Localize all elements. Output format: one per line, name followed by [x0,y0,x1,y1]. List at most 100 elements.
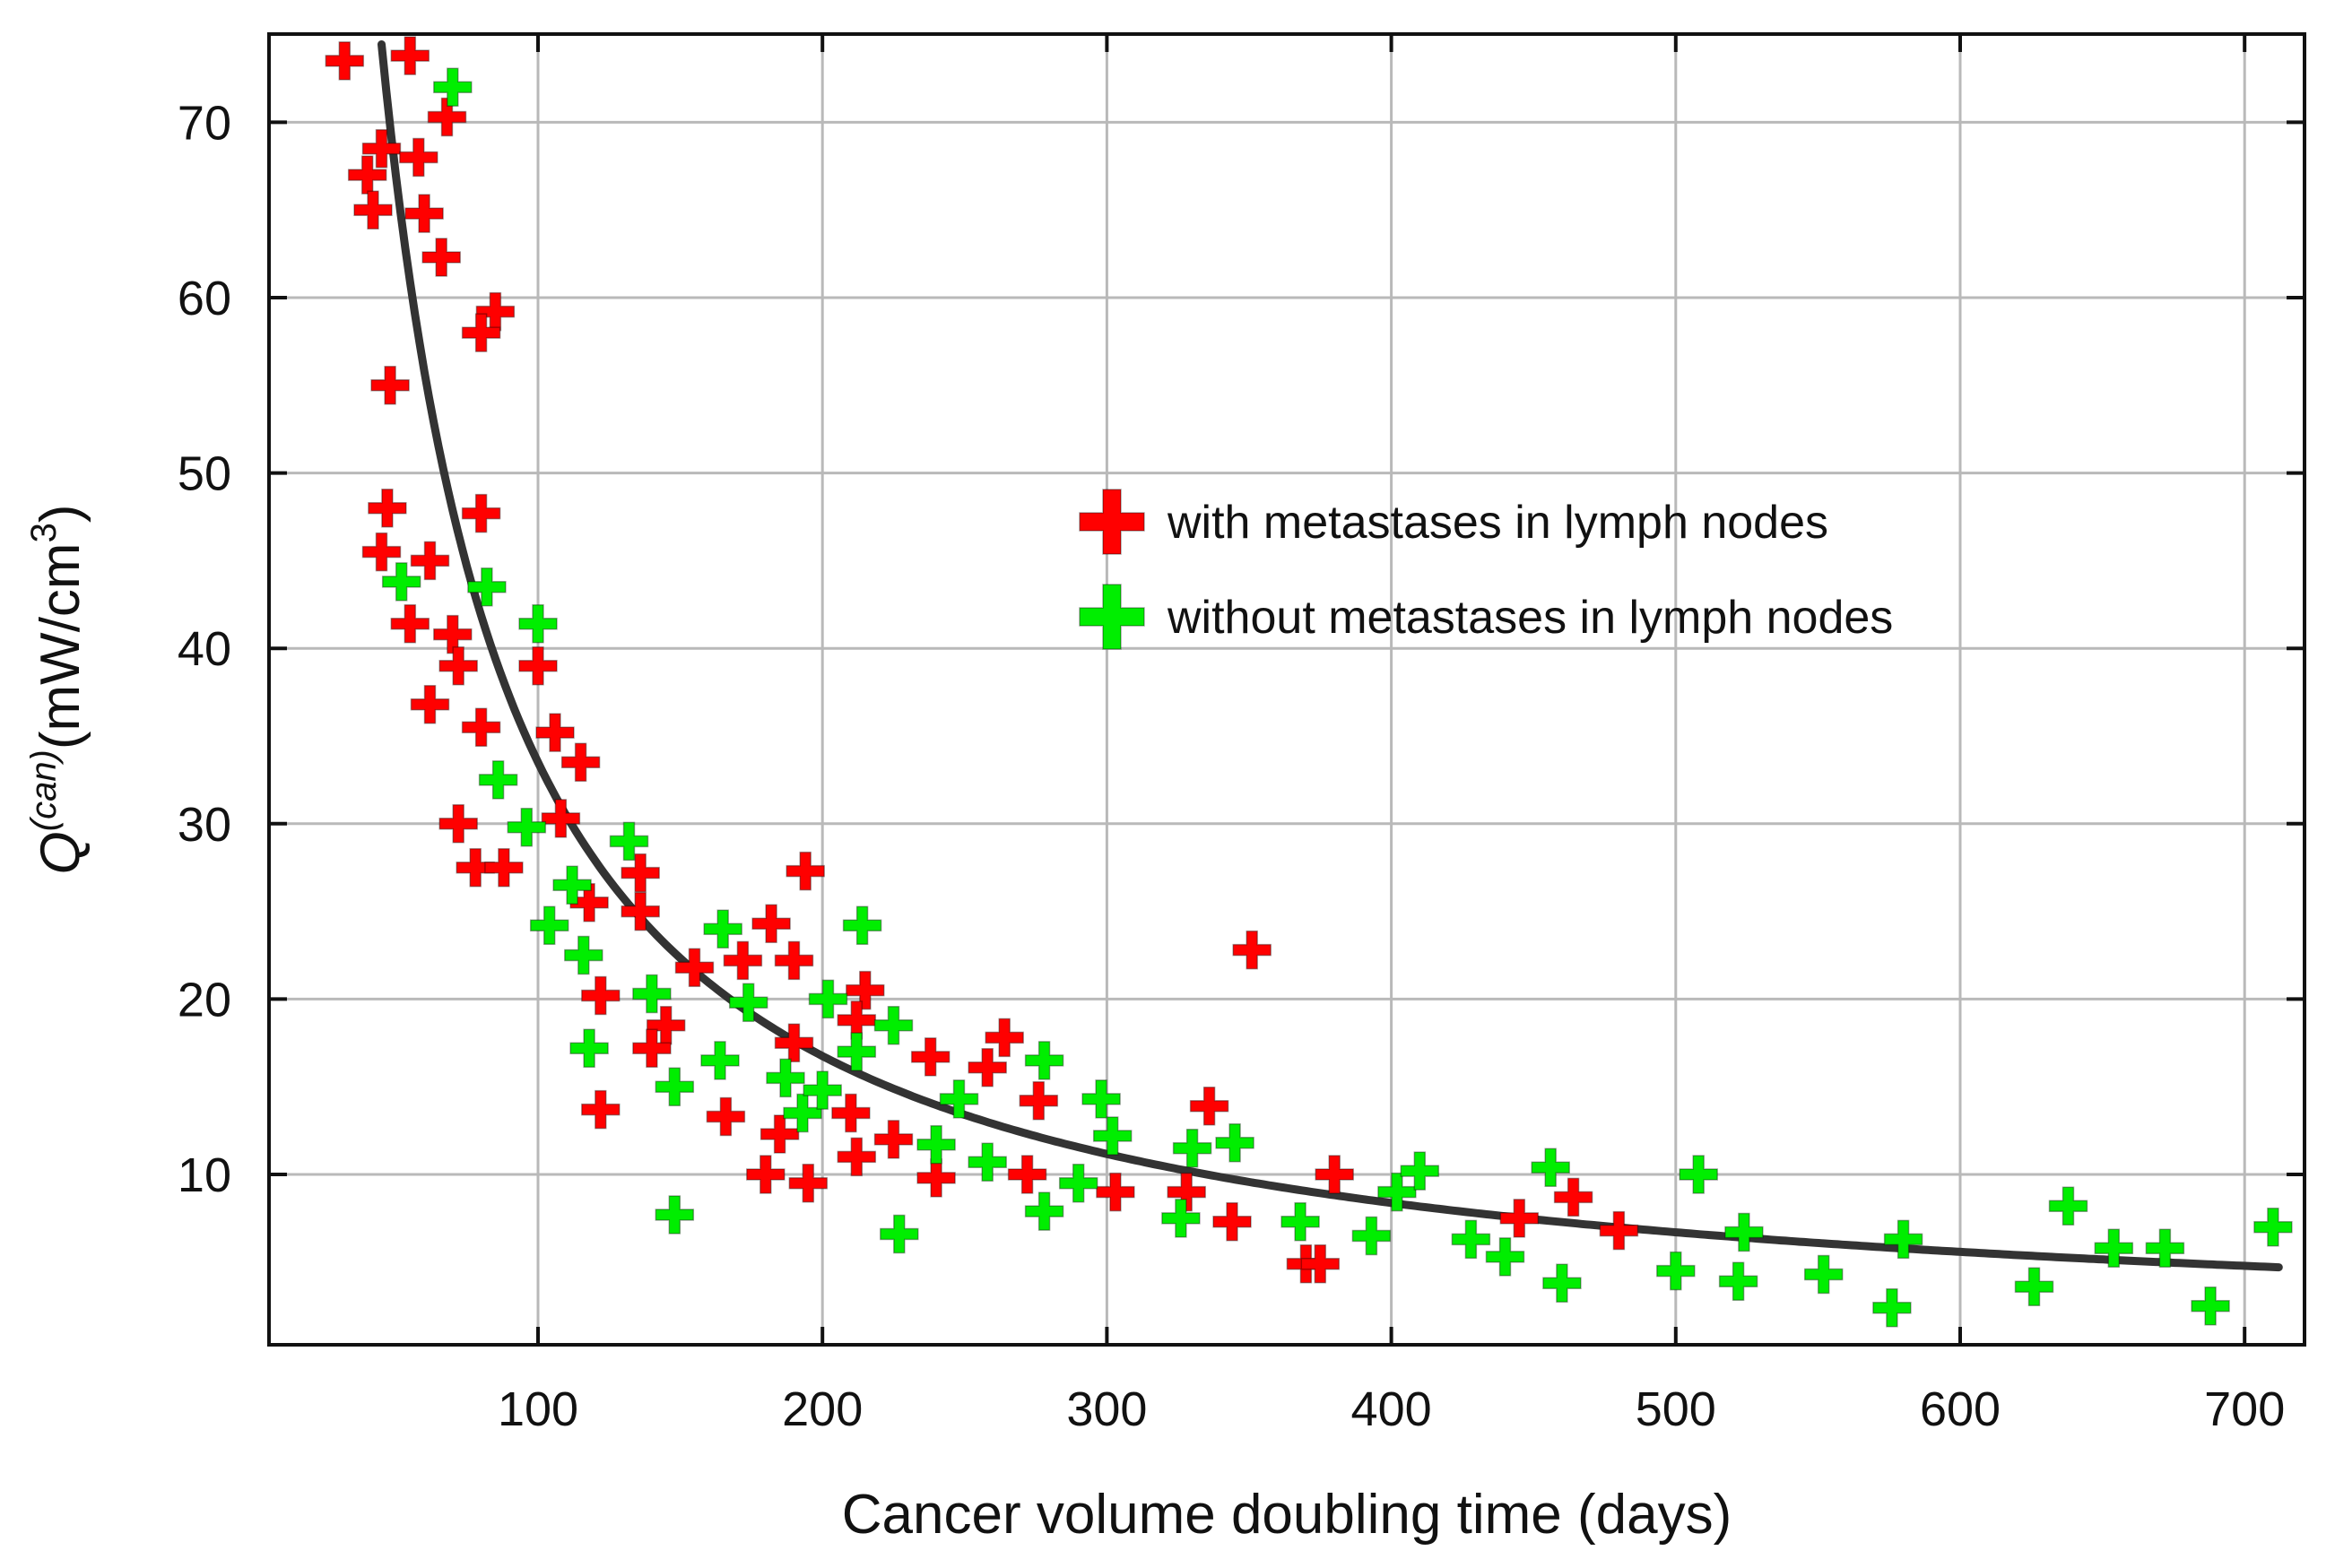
point-s0-45 [831,1093,871,1133]
point-s0-18 [438,646,478,686]
point-s1-45 [1679,1155,1718,1194]
point-s0-33 [646,1005,686,1045]
y-tick-label-60: 60 [178,272,231,325]
point-s1-53 [2094,1228,2134,1268]
point-s1-16 [728,983,768,1023]
point-s0-63 [1315,1155,1354,1194]
point-s0-20 [461,707,501,747]
point-s0-11 [370,366,410,405]
point-s0-0 [325,41,365,81]
x-tick-label-100: 100 [498,1382,578,1436]
point-s1-36 [1280,1202,1320,1242]
point-s1-9 [564,935,603,975]
y-axis-title: Q(can)(mW/cm3) [24,505,91,875]
point-s0-13 [461,493,501,533]
point-s0-7 [404,194,444,233]
point-s0-5 [427,97,467,137]
point-s0-15 [410,541,450,581]
legend-cross-red [1079,489,1145,555]
plot-frame [267,32,2306,1347]
point-s1-26 [939,1079,979,1119]
point-s1-38 [1377,1172,1417,1212]
legend-label-with-metastases: with metastases in lymph nodes [1167,497,1828,549]
point-s0-52 [968,1047,1007,1087]
point-s0-19 [410,685,450,724]
point-s1-22 [837,1032,877,1071]
point-s1-4 [478,760,518,800]
point-s1-12 [655,1067,695,1106]
y-tick-label-70: 70 [178,96,231,150]
point-s1-13 [655,1195,695,1234]
point-s1-17 [766,1058,805,1098]
point-s0-30 [621,891,660,931]
point-s0-58 [1189,1086,1229,1126]
point-s1-55 [2191,1286,2230,1326]
point-s0-56 [1096,1172,1135,1212]
point-s0-14 [361,532,402,572]
point-s1-19 [803,1070,842,1110]
point-s0-2 [361,128,402,169]
point-s0-53 [985,1018,1024,1058]
x-tick-label-200: 200 [782,1382,863,1436]
y-axis-title-units: (mW/cm [30,542,91,749]
point-s0-32 [674,948,715,987]
point-s0-39 [786,851,825,891]
point-s0-35 [581,1089,621,1130]
point-s0-34 [632,1028,672,1068]
point-s0-60 [1232,930,1272,970]
point-s0-65 [1553,1177,1593,1217]
point-s1-42 [1531,1148,1570,1187]
y-axis-title-base: Q [30,831,91,874]
point-s0-66 [1599,1210,1639,1251]
point-s0-25 [541,799,581,838]
legend-item-without-metastases: without metastases in lymph nodes [1079,584,1893,650]
point-s1-35 [1215,1123,1254,1163]
point-s1-1 [381,562,421,602]
point-s1-29 [1024,1191,1064,1231]
point-s0-43 [746,1155,786,1194]
point-s1-52 [2048,1186,2088,1226]
point-s1-44 [1656,1251,1696,1291]
point-s1-0 [433,67,473,108]
point-s1-33 [1161,1199,1201,1238]
point-s1-40 [1451,1219,1491,1260]
data-points [325,36,2293,1328]
point-s1-5 [507,807,547,847]
point-s1-43 [1542,1263,1582,1304]
point-s1-8 [529,905,569,945]
y-tick-label-40: 40 [178,622,231,676]
point-s1-15 [700,1041,740,1080]
y-axis-title-superscript: (can) [24,749,64,831]
point-s1-24 [880,1214,919,1254]
point-s1-30 [1058,1164,1098,1203]
point-s0-50 [910,1037,950,1077]
x-tick-label-600: 600 [1920,1382,2001,1436]
point-s1-51 [2014,1267,2054,1306]
point-s0-6 [353,190,393,230]
point-s0-26 [456,847,495,888]
legend-cross-green [1079,584,1145,650]
y-tick-label-30: 30 [178,798,231,852]
point-s0-48 [837,1137,877,1177]
point-s0-23 [560,742,601,783]
point-s0-49 [873,1120,914,1159]
point-s0-44 [788,1164,829,1203]
point-s0-1 [390,36,430,75]
point-s0-41 [706,1096,746,1137]
point-s0-64 [1499,1199,1540,1238]
point-s0-37 [751,904,791,944]
point-s0-57 [1167,1172,1206,1212]
legend-marker-green-cross [1079,584,1145,650]
y-axis-title-units-superscript: 3 [24,523,64,542]
point-s1-50 [1883,1219,1923,1260]
point-s0-21 [518,646,558,686]
point-s0-12 [368,488,407,528]
point-s0-16 [390,604,430,644]
legend-item-with-metastases: with metastases in lymph nodes [1079,489,1828,555]
y-tick-label-10: 10 [178,1148,231,1202]
point-s1-49 [1872,1287,1912,1328]
axis-ticks: 100 200 300 400 500 600 700 10 20 30 40 50 60 70 [178,34,2305,1436]
point-s0-54 [1007,1155,1047,1194]
x-axis-title: Cancer volume doubling time (days) [842,1484,1732,1546]
